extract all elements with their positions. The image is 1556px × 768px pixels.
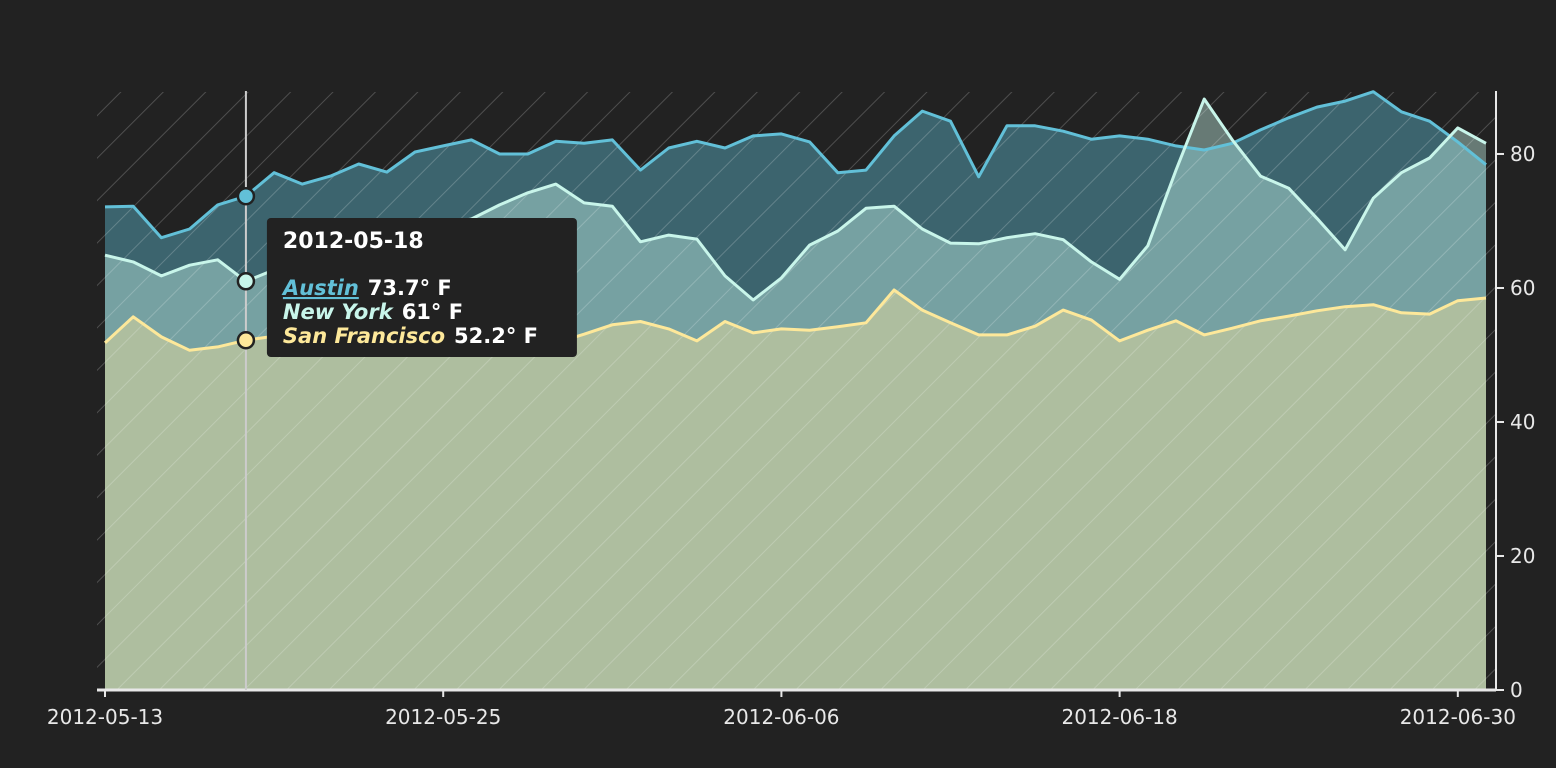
line: [104, 90, 1487, 240]
x-tick-label: 2012-06-18: [1061, 705, 1177, 729]
tooltip-row: Austin 73.7° F: [281, 276, 452, 300]
tooltip-date: 2012-05-18: [283, 229, 424, 254]
tooltip-value: 61° F: [402, 300, 463, 324]
y-tick-label: 20: [1510, 544, 1535, 568]
x-tick-label: 2012-05-13: [47, 705, 163, 729]
y-tick-label: 0: [1510, 678, 1523, 702]
y-tick-label: 40: [1510, 410, 1535, 434]
x-tick-label: 2012-06-30: [1400, 705, 1516, 729]
tooltip-series-name: New York: [283, 300, 395, 324]
tooltip-row: San Francisco 52.2° F: [283, 324, 538, 348]
tooltip-series-name: San Francisco: [283, 324, 445, 348]
y-tick-label: 80: [1510, 142, 1535, 166]
tooltip-box: [266, 218, 577, 357]
tooltip-value: 73.7° F: [368, 276, 452, 300]
y-tick-label: 60: [1510, 276, 1535, 300]
x-tick-label: 2012-06-06: [723, 705, 839, 729]
tooltip-series-name: Austin: [281, 276, 359, 300]
hover-dot: [236, 330, 256, 350]
axes: 0 20 40 60 80 2012-05-13 2012-05-25 2012-06-06 2…: [47, 91, 1535, 729]
tooltip-row: New York 61° F: [283, 300, 463, 324]
tooltip-value: 52.2° F: [454, 324, 538, 348]
x-tick-label: 2012-05-25: [385, 705, 501, 729]
hover-dot: [236, 186, 256, 206]
hatch-overlay: [97, 92, 1496, 690]
hover-dot: [236, 272, 256, 291]
